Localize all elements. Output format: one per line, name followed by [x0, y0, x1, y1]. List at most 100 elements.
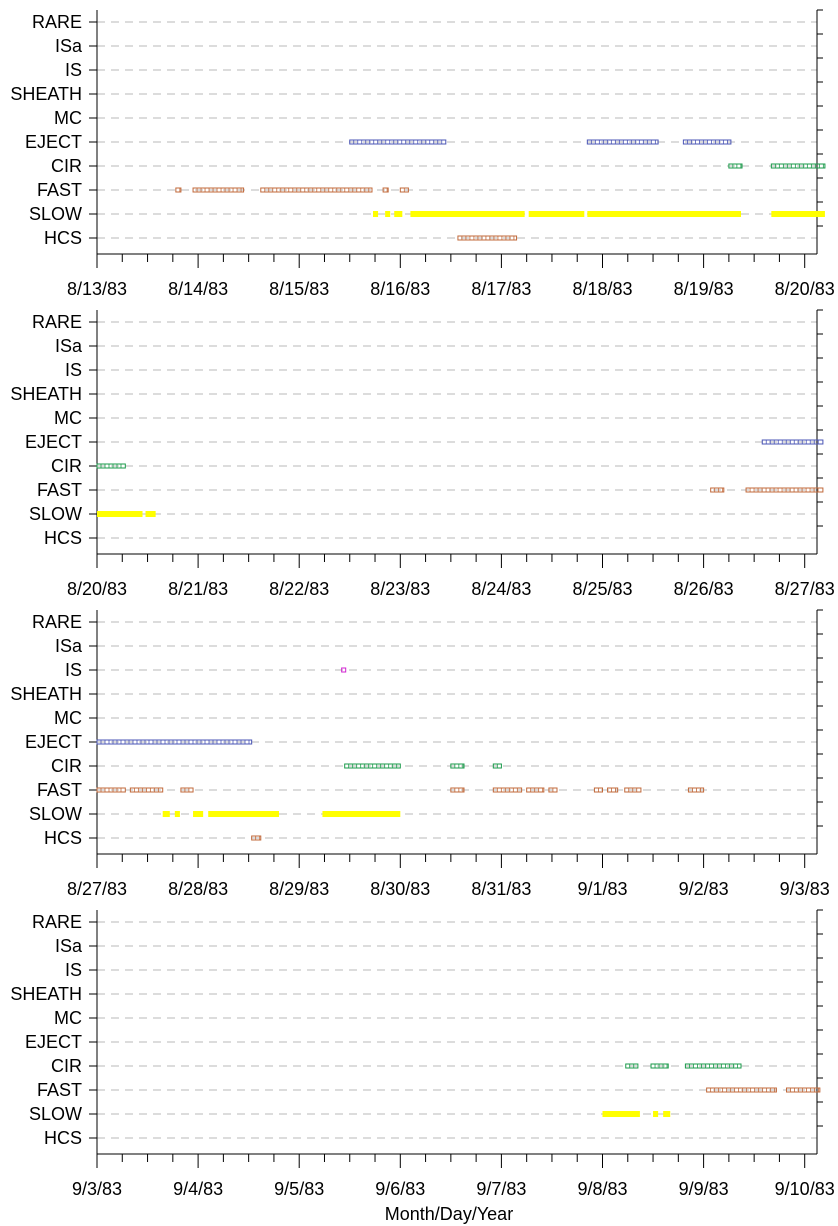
slow-interval	[373, 211, 379, 217]
slow-interval	[663, 1111, 671, 1117]
hcs-interval	[251, 835, 262, 841]
cir-interval	[684, 1063, 742, 1069]
category-label: EJECT	[25, 732, 82, 752]
fast-interval	[192, 187, 245, 193]
category-label: SLOW	[29, 804, 82, 824]
cir-interval	[344, 763, 401, 769]
category-label: FAST	[37, 1080, 82, 1100]
fast-interval	[526, 787, 545, 793]
x-tick-label: 9/2/83	[679, 879, 729, 899]
category-label: CIR	[51, 1056, 82, 1076]
slow-interval	[653, 1111, 659, 1117]
eject-interval	[682, 139, 732, 145]
eject-interval	[761, 439, 824, 445]
cir-interval	[650, 1063, 669, 1069]
fast-interval	[593, 787, 603, 793]
fast-interval	[710, 487, 725, 493]
category-label: ISa	[55, 36, 83, 56]
category-label: RARE	[32, 612, 82, 632]
eject-interval	[349, 139, 447, 145]
category-label: SHEATH	[10, 384, 82, 404]
category-label: FAST	[37, 180, 82, 200]
category-label: SHEATH	[10, 84, 82, 104]
cir-interval	[625, 1063, 639, 1069]
x-tick-label: 9/6/83	[375, 1179, 425, 1199]
panel-4: RARE ISa IS SHEATH MC EJECT CIR FAST SLOW HCS 9/3/…	[10, 909, 835, 1199]
x-tick-label: 8/27/83	[775, 579, 835, 599]
slow-interval	[771, 211, 825, 217]
category-label: MC	[54, 408, 82, 428]
slow-interval	[193, 811, 204, 817]
x-tick-label: 9/3/83	[780, 879, 830, 899]
slow-interval	[174, 811, 180, 817]
cir-interval	[770, 163, 826, 169]
x-tick-label: 8/14/83	[168, 279, 228, 299]
fast-interval	[607, 787, 619, 793]
fast-interval	[382, 187, 389, 193]
x-tick-label: 8/29/83	[269, 879, 329, 899]
cir-interval	[492, 763, 502, 769]
slow-interval	[410, 211, 525, 217]
category-label: RARE	[32, 12, 82, 32]
fast-interval	[706, 1087, 777, 1093]
hcs-interval	[457, 235, 518, 241]
x-tick-label: 8/25/83	[572, 579, 632, 599]
x-tick-label: 9/8/83	[577, 1179, 627, 1199]
fast-interval	[129, 787, 164, 793]
x-tick-label: 9/5/83	[274, 1179, 324, 1199]
slow-interval	[97, 511, 143, 517]
category-label: SLOW	[29, 204, 82, 224]
category-label: SHEATH	[10, 684, 82, 704]
x-tick-label: 9/1/83	[577, 879, 627, 899]
x-tick-label: 8/16/83	[370, 279, 430, 299]
category-label: EJECT	[25, 132, 82, 152]
x-tick-label: 8/15/83	[269, 279, 329, 299]
x-tick-label: 8/26/83	[674, 579, 734, 599]
x-tick-label: 8/19/83	[674, 279, 734, 299]
x-tick-label: 9/10/83	[775, 1179, 835, 1199]
x-tick-label: 8/17/83	[471, 279, 531, 299]
fast-interval	[96, 787, 126, 793]
fast-interval	[450, 787, 465, 793]
category-label: RARE	[32, 912, 82, 932]
fast-interval	[260, 187, 373, 193]
category-label: ISa	[55, 636, 83, 656]
fast-interval	[180, 787, 194, 793]
category-label: IS	[65, 660, 82, 680]
slow-interval	[528, 211, 585, 217]
x-tick-label: 9/4/83	[173, 1179, 223, 1199]
category-label: MC	[54, 1008, 82, 1028]
x-tick-label: 8/23/83	[370, 579, 430, 599]
x-tick-label: 8/31/83	[471, 879, 531, 899]
eject-interval	[96, 739, 253, 745]
panel-2: RARE ISa IS SHEATH MC EJECT CIR FAST SLOW HCS 8/20…	[10, 309, 835, 599]
cir-interval	[96, 463, 126, 469]
category-label: HCS	[44, 1128, 82, 1148]
category-label: EJECT	[25, 432, 82, 452]
x-tick-label: 9/9/83	[679, 1179, 729, 1199]
slow-interval	[208, 811, 279, 817]
category-label: HCS	[44, 228, 82, 248]
panel-3: RARE ISa IS SHEATH MC EJECT CIR FAST SLOW HCS 8/27…	[10, 609, 830, 899]
x-tick-label: 8/13/83	[67, 279, 127, 299]
category-label: HCS	[44, 528, 82, 548]
category-label: ISa	[55, 936, 83, 956]
category-label: MC	[54, 108, 82, 128]
category-label: MC	[54, 708, 82, 728]
x-tick-label: 8/20/83	[775, 279, 835, 299]
x-tick-label: 8/21/83	[168, 579, 228, 599]
category-label: CIR	[51, 156, 82, 176]
fast-interval	[786, 1087, 821, 1093]
category-label: FAST	[37, 480, 82, 500]
panel-1: RARE ISa IS SHEATH MC EJECT CIR FAST SLOW HCS 8/13…	[10, 9, 835, 299]
slow-interval	[394, 211, 403, 217]
fast-interval	[492, 787, 523, 793]
category-label: RARE	[32, 312, 82, 332]
x-tick-label: 8/20/83	[67, 579, 127, 599]
category-label: CIR	[51, 456, 82, 476]
is-interval	[341, 667, 347, 673]
x-tick-label: 9/3/83	[72, 1179, 122, 1199]
x-tick-label: 8/27/83	[67, 879, 127, 899]
category-label: ISa	[55, 336, 83, 356]
